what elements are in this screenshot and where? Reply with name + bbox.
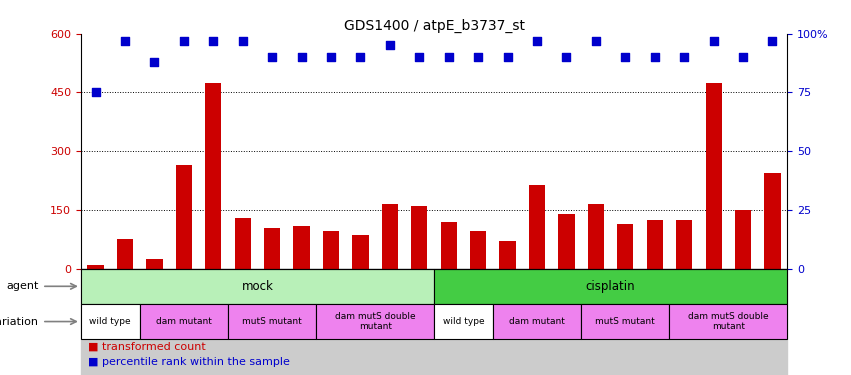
Point bbox=[589, 38, 603, 44]
Text: mutS mutant: mutS mutant bbox=[243, 317, 302, 326]
Bar bbox=[581, 304, 670, 339]
Point bbox=[500, 54, 514, 60]
Text: ■ transformed count: ■ transformed count bbox=[88, 342, 206, 352]
Text: ■ percentile rank within the sample: ■ percentile rank within the sample bbox=[88, 357, 290, 367]
Point bbox=[707, 38, 721, 44]
Bar bbox=[205, 83, 221, 268]
Bar bbox=[117, 239, 133, 268]
Bar bbox=[176, 165, 192, 268]
Bar bbox=[529, 184, 545, 268]
Point bbox=[648, 54, 661, 60]
Bar bbox=[670, 304, 787, 339]
Bar bbox=[146, 259, 163, 268]
Point bbox=[266, 54, 279, 60]
Bar bbox=[764, 173, 780, 268]
Bar bbox=[617, 224, 633, 268]
Point bbox=[766, 38, 780, 44]
Bar bbox=[228, 304, 317, 339]
Point bbox=[324, 54, 338, 60]
Point bbox=[236, 38, 249, 44]
Title: GDS1400 / atpE_b3737_st: GDS1400 / atpE_b3737_st bbox=[344, 19, 524, 33]
Bar bbox=[81, 268, 434, 304]
Bar bbox=[382, 204, 398, 268]
Text: agent: agent bbox=[6, 281, 38, 291]
Bar bbox=[434, 304, 493, 339]
Point bbox=[354, 54, 368, 60]
Text: dam mutant: dam mutant bbox=[156, 317, 212, 326]
Point bbox=[118, 38, 132, 44]
Text: mutS mutant: mutS mutant bbox=[596, 317, 655, 326]
Point bbox=[147, 59, 161, 65]
Point bbox=[530, 38, 544, 44]
Bar bbox=[493, 304, 581, 339]
Point bbox=[677, 54, 691, 60]
Bar bbox=[264, 228, 280, 268]
Text: genotype/variation: genotype/variation bbox=[0, 316, 38, 327]
Text: cisplatin: cisplatin bbox=[585, 280, 636, 293]
Bar bbox=[434, 268, 787, 304]
Bar bbox=[676, 220, 692, 268]
Point bbox=[736, 54, 750, 60]
Bar bbox=[588, 204, 604, 268]
Point bbox=[89, 90, 102, 96]
Bar bbox=[323, 231, 339, 268]
Point bbox=[413, 54, 426, 60]
Point bbox=[471, 54, 485, 60]
Bar bbox=[411, 206, 427, 268]
Bar bbox=[500, 241, 516, 268]
Bar bbox=[235, 218, 251, 268]
Point bbox=[619, 54, 632, 60]
Bar bbox=[317, 304, 434, 339]
Bar bbox=[647, 220, 663, 268]
Point bbox=[383, 42, 397, 48]
Text: wild type: wild type bbox=[89, 317, 131, 326]
Bar bbox=[294, 226, 310, 268]
Bar bbox=[88, 265, 104, 268]
Bar bbox=[441, 222, 457, 268]
Point bbox=[207, 38, 220, 44]
Bar bbox=[352, 236, 368, 268]
Text: wild type: wild type bbox=[443, 317, 484, 326]
Text: mock: mock bbox=[242, 280, 273, 293]
Bar bbox=[735, 210, 751, 268]
Bar bbox=[558, 214, 574, 268]
Bar bbox=[470, 231, 486, 268]
Text: dam mutS double
mutant: dam mutS double mutant bbox=[334, 312, 415, 331]
Text: dam mutS double
mutant: dam mutS double mutant bbox=[688, 312, 768, 331]
Point bbox=[177, 38, 191, 44]
Point bbox=[442, 54, 455, 60]
Bar bbox=[81, 304, 140, 339]
Bar bbox=[81, 268, 787, 375]
Text: dam mutant: dam mutant bbox=[509, 317, 565, 326]
Point bbox=[294, 54, 308, 60]
Bar bbox=[140, 304, 228, 339]
Bar bbox=[705, 83, 722, 268]
Point bbox=[560, 54, 574, 60]
